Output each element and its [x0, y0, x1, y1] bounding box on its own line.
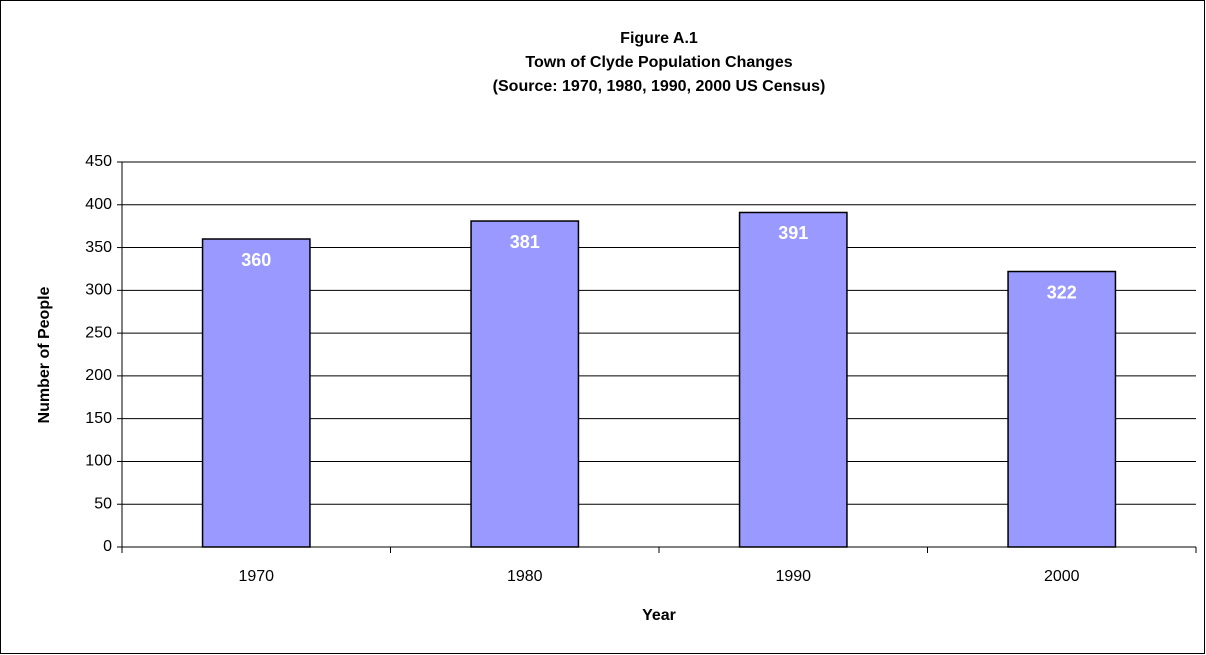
y-tick-label: 450: [85, 153, 112, 170]
chart-title: Town of Clyde Population Changes: [525, 54, 792, 71]
y-tick-label: 150: [85, 410, 112, 427]
value-label: 391: [778, 223, 808, 243]
y-axis-title: Number of People: [36, 286, 53, 423]
y-tick-label: 200: [85, 367, 112, 384]
x-tick-label: 1970: [238, 568, 274, 585]
bar: [738, 211, 848, 548]
y-tick-label: 400: [85, 196, 112, 213]
bar: [470, 220, 580, 548]
y-tick-label: 300: [85, 282, 112, 299]
y-tick-label: 250: [85, 324, 112, 341]
x-tick-label: 2000: [1044, 568, 1080, 585]
bar: [201, 238, 311, 548]
value-label: 322: [1047, 282, 1077, 302]
y-tick-label: 0: [103, 538, 112, 555]
y-tick-label: 50: [94, 495, 112, 512]
value-label: 381: [510, 232, 540, 252]
chart-title: (Source: 1970, 1980, 1990, 2000 US Censu…: [493, 78, 826, 95]
bar: [1007, 270, 1117, 548]
value-label: 360: [241, 250, 271, 270]
x-axis-title: Year: [642, 607, 676, 624]
chart-title: Figure A.1: [620, 30, 698, 47]
y-tick-label: 100: [85, 453, 112, 470]
y-tick-label: 350: [85, 239, 112, 256]
x-tick-label: 1990: [775, 568, 811, 585]
x-tick-label: 1980: [507, 568, 543, 585]
